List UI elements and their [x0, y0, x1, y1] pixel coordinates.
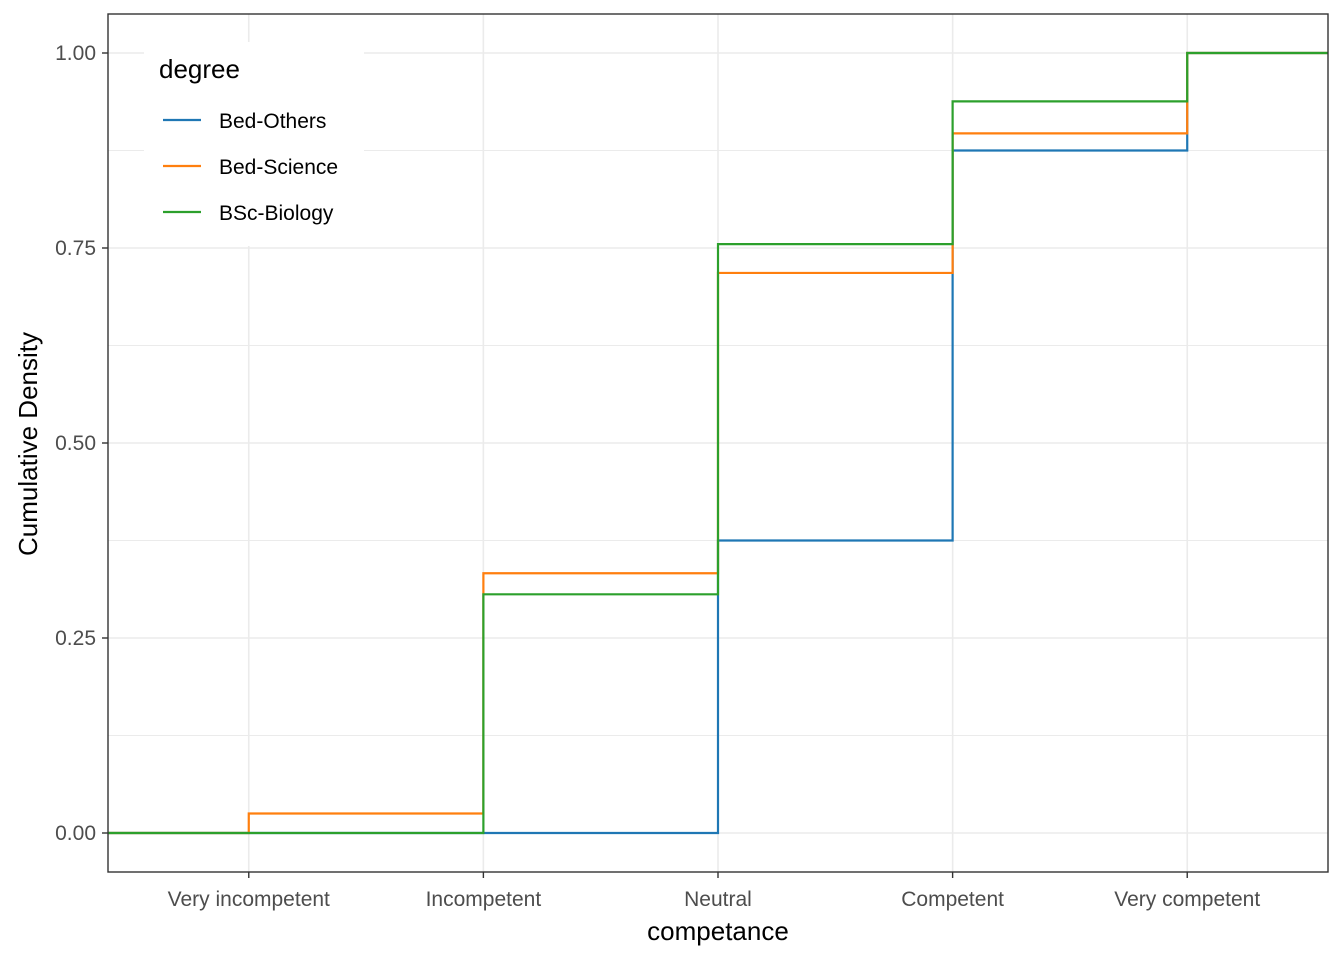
x-tick-label: Incompetent — [426, 888, 542, 911]
x-tick-label: Very competent — [1114, 888, 1260, 911]
x-axis-ticks: Very incompetent Incompetent Neutral Compet… — [168, 872, 1260, 911]
y-axis-ticks: 0.00 0.25 0.50 0.75 1.00 — [55, 42, 108, 845]
legend-label: BSc-Biology — [219, 202, 334, 225]
x-tick-label: Neutral — [684, 888, 752, 911]
legend-title: degree — [159, 54, 240, 84]
y-tick-label: 0.50 — [55, 432, 96, 455]
x-tick-label: Very incompetent — [168, 888, 330, 911]
x-axis-title: competance — [647, 916, 789, 946]
series-line-bsc-biology — [108, 51, 1328, 835]
legend-items: Bed-Others Bed-Science BSc-Biology — [163, 110, 338, 225]
series-lines — [108, 51, 1328, 835]
y-tick-label: 0.00 — [55, 822, 96, 845]
legend-label: Bed-Others — [219, 110, 326, 133]
y-tick-label: 0.75 — [55, 237, 96, 260]
y-tick-label: 1.00 — [55, 42, 96, 65]
y-axis-title: Cumulative Density — [13, 332, 43, 556]
legend-label: Bed-Science — [219, 156, 338, 179]
y-tick-label: 0.25 — [55, 627, 96, 650]
legend: degree Bed-Others Bed-Science BSc-Biology — [144, 42, 364, 246]
x-tick-label: Competent — [901, 888, 1004, 911]
